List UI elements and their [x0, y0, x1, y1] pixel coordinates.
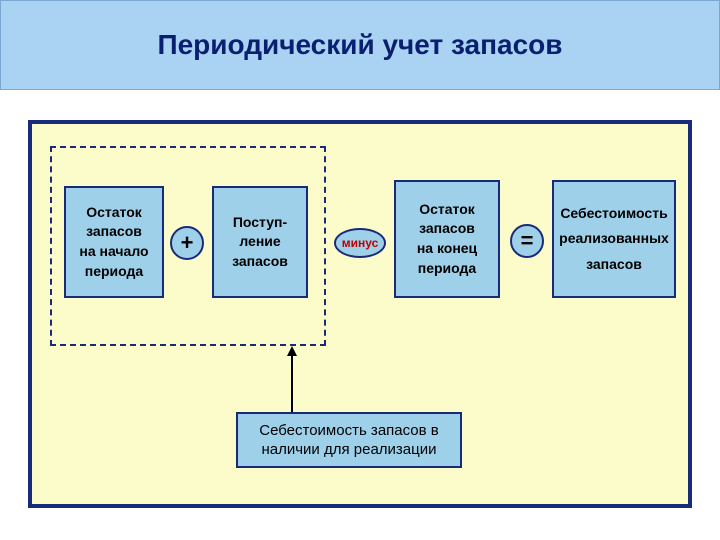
operator-plus: +	[170, 226, 204, 260]
operator-equals: =	[510, 224, 544, 258]
header-bar: Периодический учет запасов	[0, 0, 720, 90]
box-opening-balance: Остаток запасов на начало периода	[64, 186, 164, 298]
box-closing-balance: Остаток запасов на конец периода	[394, 180, 500, 298]
box-cost-available: Себестоимость запасов в наличии для реал…	[236, 412, 462, 468]
page-title: Периодический учет запасов	[157, 29, 562, 61]
diagram-canvas: Остаток запасов на начало периода + Пост…	[28, 120, 692, 508]
arrow-shaft	[291, 356, 293, 412]
box-receipts: Поступ- ление запасов	[212, 186, 308, 298]
operator-minus: минус	[334, 228, 386, 258]
arrow-head-icon	[287, 346, 297, 356]
box-cogs: Себестоимость реализованных запасов	[552, 180, 676, 298]
